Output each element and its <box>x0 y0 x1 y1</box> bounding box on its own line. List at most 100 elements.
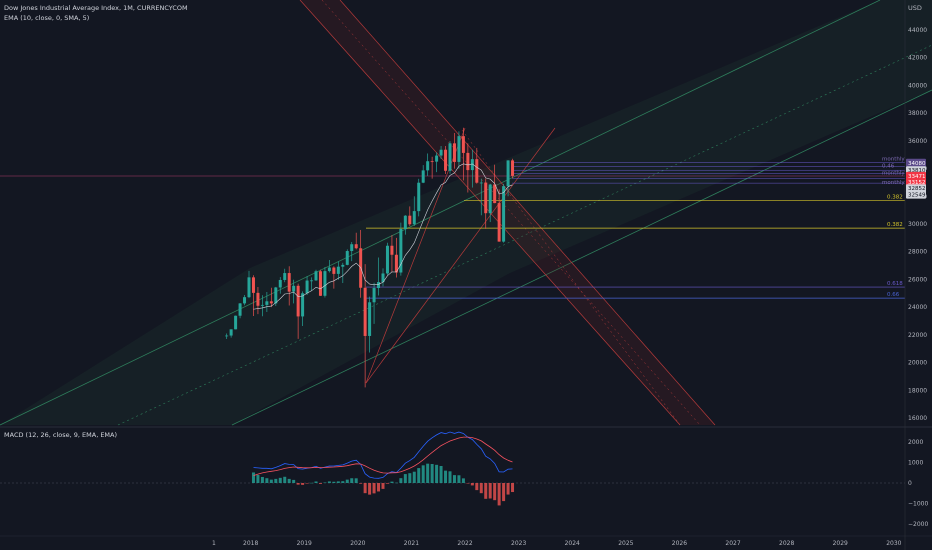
candle-body <box>448 143 452 171</box>
candle-body <box>238 303 242 316</box>
ema-indicator-label[interactable]: EMA (10, close, 0, SMA, 5) <box>4 14 90 22</box>
green-channel-lower[interactable] <box>231 89 932 426</box>
macd-histogram-bar <box>479 483 483 494</box>
macd-histogram-bar <box>385 483 389 484</box>
level-tag-label: monthly <box>882 180 905 186</box>
time-tick-label: 2030 <box>886 540 901 547</box>
macd-histogram-bar <box>394 482 398 484</box>
signal-line <box>253 436 513 476</box>
time-tick-label: 2029 <box>833 540 848 547</box>
price-tick-label: 24000 <box>908 304 927 311</box>
candle-body <box>296 285 300 317</box>
ema-line <box>253 163 513 310</box>
macd-axis[interactable]: 2000 1000 0 −1000 −2000 <box>908 439 928 528</box>
candle-body <box>502 186 506 242</box>
red-channel-right[interactable] <box>339 0 716 426</box>
candle-body <box>318 271 322 296</box>
candle-body <box>394 254 398 273</box>
macd-histogram-bar <box>363 483 367 494</box>
level-tag-label: monthly <box>882 170 905 176</box>
candle-body <box>323 271 327 296</box>
candle-body <box>412 211 416 225</box>
price-badge <box>906 178 926 187</box>
price-badge-label: 33471 <box>908 174 926 180</box>
price-tick-label: 28000 <box>908 249 927 256</box>
candle-body <box>506 160 510 187</box>
candle-body <box>292 285 296 292</box>
macd-histogram-bar <box>497 483 501 506</box>
candle-body <box>466 152 470 171</box>
candle-body <box>479 182 483 184</box>
candle-body <box>234 315 238 330</box>
macd-histogram-bar <box>256 474 260 483</box>
macd-histogram-bar <box>278 477 282 483</box>
macd-tick-label: −2000 <box>908 521 928 528</box>
macd-histogram-bar <box>439 466 443 483</box>
red-trend-fan[interactable] <box>365 127 556 384</box>
candle-body <box>354 244 358 249</box>
macd-histogram-bar <box>372 483 376 494</box>
candle-body <box>511 160 515 176</box>
candle-body <box>377 282 381 289</box>
horizontal-levels[interactable] <box>366 162 905 299</box>
chart-title[interactable]: Dow Jones Industrial Average Index, 1M, … <box>4 4 188 12</box>
macd-histogram-bar <box>260 476 264 483</box>
macd-histogram-bar <box>452 475 456 483</box>
price-badge <box>906 171 926 180</box>
macd-histogram-bar <box>345 479 349 483</box>
price-axis[interactable]: 4400042000400003800036000340003200030000… <box>908 27 927 422</box>
candle-body <box>381 273 385 283</box>
macd-histogram-bar <box>336 481 340 483</box>
macd-histogram-bar <box>283 476 287 483</box>
macd-histogram-bar <box>305 483 309 484</box>
candle-body <box>457 136 461 162</box>
price-badge-label: 33152 <box>908 180 926 186</box>
macd-histogram-bar <box>381 483 385 489</box>
red-trend-dashed[interactable] <box>461 129 681 426</box>
time-tick-label: 2021 <box>404 540 419 547</box>
time-tick-label: 2024 <box>565 540 580 547</box>
macd-histogram-bar <box>296 483 300 485</box>
candle-body <box>260 304 264 306</box>
candle-body <box>229 329 233 336</box>
macd-tick-label: 1000 <box>908 460 923 467</box>
green-channel-upper[interactable] <box>0 0 881 426</box>
candle-body <box>269 301 273 304</box>
candle-body <box>497 203 501 242</box>
candle-body <box>470 159 474 171</box>
macd-histogram-bar <box>484 483 488 499</box>
price-tick-label: 40000 <box>908 82 927 89</box>
price-badge-label: 33810 <box>908 168 926 174</box>
candle-body <box>488 184 492 214</box>
price-tick-label: 36000 <box>908 138 927 145</box>
candle-body <box>336 266 340 274</box>
macd-histogram-bar <box>408 473 412 483</box>
candle-body <box>461 136 465 153</box>
candle-body <box>278 279 282 288</box>
macd-histogram-bar <box>493 483 497 501</box>
time-tick-label: 2022 <box>457 540 472 547</box>
macd-histogram-bar <box>461 478 465 483</box>
macd-histogram-bar <box>470 483 474 486</box>
macd-histogram-bar <box>292 479 296 483</box>
macd-histogram-bar <box>417 468 421 483</box>
time-tick-label: 2020 <box>350 540 365 547</box>
price-tick-label: 42000 <box>908 55 927 62</box>
drawing-tools[interactable] <box>0 0 932 426</box>
candle-body <box>310 280 314 282</box>
time-axis[interactable]: 1 2018 2019 2020 2021 2022 2023 2024 2025 2026 202… <box>212 540 902 547</box>
time-origin-label: 1 <box>212 540 216 547</box>
candle-body <box>452 143 456 162</box>
candle-body <box>421 170 425 183</box>
macd-histogram-bar <box>466 483 470 484</box>
macd-histogram-bar <box>323 482 327 484</box>
candle-body <box>327 267 331 272</box>
macd-histogram-bar <box>350 478 354 483</box>
fib-labels: 0.3820.3820.6180.66monthly0.46monthlymon… <box>882 157 905 299</box>
macd-indicator-label[interactable]: MACD (12, 26, close, 9, EMA, EMA) <box>4 431 118 439</box>
macd-histogram-bar <box>502 483 506 502</box>
level-tag-label: 0.46 <box>882 163 895 169</box>
macd-histogram-bar <box>269 479 273 483</box>
macd-histogram-bar <box>430 464 434 483</box>
